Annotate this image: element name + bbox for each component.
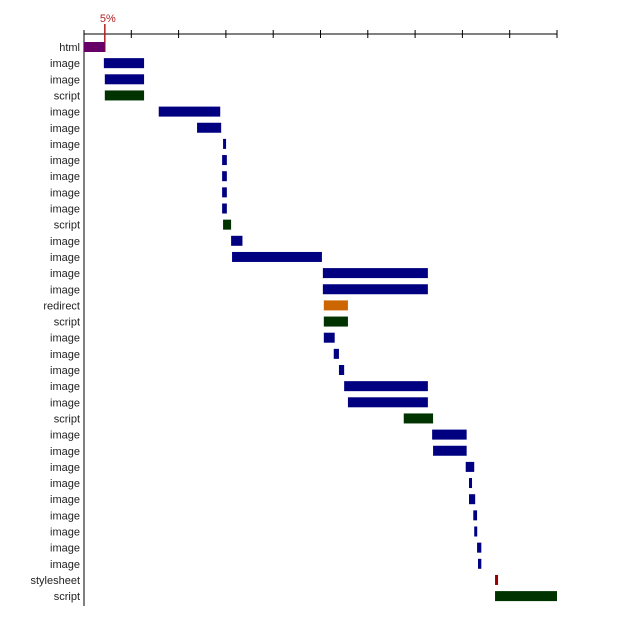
timing-bar-image [232, 251, 322, 262]
row-label: image [50, 527, 80, 539]
row-label: image [50, 462, 80, 474]
timing-bar-image [197, 122, 222, 133]
timing-bar-script [323, 316, 348, 327]
row-label: image [50, 252, 80, 264]
row-label: script [54, 413, 80, 425]
timing-bar-image [474, 526, 478, 537]
timing-bar-image [104, 74, 145, 85]
timing-bar-image [344, 381, 428, 392]
timing-bar-image [477, 542, 482, 553]
timing-bar-image [338, 365, 345, 375]
row-label: image [50, 204, 80, 216]
row-label: image [50, 74, 80, 86]
marker-label: 5% [100, 13, 116, 25]
row-label: image [50, 559, 80, 571]
timing-bar-image [222, 187, 227, 198]
row-label: image [50, 430, 80, 442]
row-label: image [50, 171, 80, 183]
timing-bar-image [158, 106, 221, 117]
row-label: redirect [43, 300, 80, 312]
row-label: image [50, 381, 80, 393]
row-label: image [50, 58, 80, 70]
row-label: html [59, 42, 80, 54]
row-label: image [50, 478, 80, 490]
timing-bar-image [473, 510, 478, 521]
timing-bar-image [231, 235, 243, 246]
timing-bar-image [432, 429, 467, 440]
row-label: image [50, 123, 80, 135]
timing-bar-html [84, 42, 105, 52]
timing-bar-script [104, 90, 145, 101]
row-label: script [54, 591, 80, 603]
timing-bar-image [469, 494, 476, 505]
timing-bar-image [222, 203, 227, 214]
row-label: stylesheet [30, 575, 80, 587]
row-label: image [50, 107, 80, 119]
timing-bar-script [223, 219, 232, 230]
timing-bar-image [322, 284, 428, 295]
row-label: image [50, 284, 80, 296]
row-label: image [50, 187, 80, 199]
row-label: image [50, 446, 80, 458]
row-label: image [50, 155, 80, 167]
rows: html image image script image image image image… [30, 42, 557, 603]
timing-bar-image [223, 138, 227, 149]
row-label: script [54, 317, 80, 329]
row-label: image [50, 268, 80, 280]
row-label: script [54, 90, 80, 102]
row-label: script [54, 220, 80, 232]
timing-bar-image [222, 155, 227, 166]
timing-bar-image [478, 558, 482, 569]
row-label: image [50, 139, 80, 151]
row-label: image [50, 236, 80, 248]
timing-bar-image [465, 461, 475, 472]
row-label: image [50, 333, 80, 345]
row-label: image [50, 397, 80, 409]
timing-bar-image [433, 445, 467, 456]
timing-bar-image [469, 478, 473, 489]
row-label: image [50, 365, 80, 377]
timing-bar-image [323, 332, 335, 343]
timing-bar-image [103, 58, 145, 69]
timing-bar-image [322, 268, 428, 279]
timing-bar-image [222, 171, 227, 182]
timing-bar-image [347, 397, 428, 408]
row-label: image [50, 349, 80, 361]
timing-bar-image [333, 348, 339, 359]
row-label: image [50, 543, 80, 555]
timing-bar-script [495, 591, 557, 602]
timing-bar-stylesheet [495, 574, 499, 585]
row-label: image [50, 494, 80, 506]
timing-bar-redirect [323, 300, 348, 311]
timing-bar-script [403, 413, 434, 424]
row-label: image [50, 510, 80, 522]
